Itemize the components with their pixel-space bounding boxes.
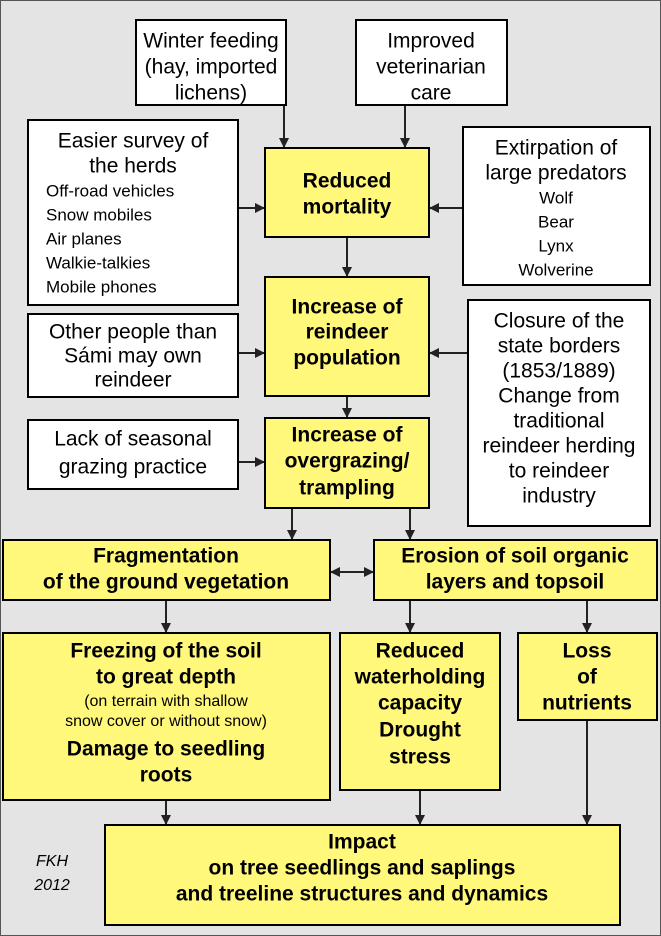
box-text: Walkie-talkies [46,253,150,272]
box-text: 2012 [33,877,70,894]
box-text: layers and topsoil [426,571,605,594]
box-text: grazing practice [59,456,207,479]
box-text: Increase of [292,296,404,319]
boxes [2,19,658,926]
box-text: Easier survey of [58,130,209,153]
box-text: Reduced [303,170,392,193]
box-text: lichens) [175,82,247,105]
box-text: Sámi may own [64,345,202,368]
box-text: Other people than [49,321,217,344]
box-text: traditional [513,410,604,433]
box-text: veterinarian [376,56,486,79]
arrows [161,105,592,825]
box-text: the herds [89,155,177,178]
box-text: Off-road vehicles [46,181,174,200]
box-text: snow cover or without snow) [65,713,267,730]
box-text: (1853/1889) [502,360,615,383]
box-text: stress [389,746,451,769]
box-text: Freezing of the soil [70,640,261,663]
box-text: capacity [378,692,462,715]
box-text: reindeer [306,321,389,344]
box-text: care [411,82,452,105]
box-text: trampling [299,477,395,500]
box-text: mortality [303,196,392,219]
box-text: large predators [485,162,626,185]
box-text: Damage to seedling [67,738,265,761]
box-text: Extirpation of [495,137,618,160]
box-text: Impact [328,831,396,854]
box-text: Improved [387,30,475,53]
box-text: on tree seedlings and saplings [209,857,516,880]
box-text: of [577,666,598,689]
box-text: Wolverine [518,260,593,279]
box-text: Wolf [539,188,573,207]
box-text: Lack of seasonal [54,428,212,451]
box-text: reindeer [94,369,171,392]
box-text: state borders [498,335,621,358]
box-text: Change from [498,385,619,408]
box-text: population [293,347,400,370]
box-text: Lynx [538,236,574,255]
box-text: Erosion of soil organic [401,545,629,568]
box-text: Increase of [292,424,404,447]
box-text: FKH [36,853,68,870]
box-text: roots [140,764,193,787]
box-text: to great depth [96,666,236,689]
labels: Winter feeding (hay, imported lichens) Impr… [33,30,635,906]
box-text: Closure of the [494,310,625,333]
box-text: reindeer herding [483,435,636,458]
box-text: Snow mobiles [46,205,152,224]
box-text: Loss [562,640,611,663]
box-text: (on terrain with shallow [84,693,248,710]
box-text: waterholding [354,666,486,689]
box-text: Drought [379,719,461,742]
box-text: Reduced [376,640,465,663]
box-text: and treeline structures and dynamics [176,883,548,906]
box-text: of the ground vegetation [43,571,289,594]
box-text: nutrients [542,692,632,715]
box-text: Air planes [46,229,122,248]
box-text: overgrazing/ [285,450,410,473]
box-text: Mobile phones [46,277,157,296]
box-text: to reindeer [509,460,609,483]
box-text: Fragmentation [93,545,239,568]
box-text: Bear [538,212,574,231]
box-text: (hay, imported [145,56,278,79]
box-text: industry [522,485,596,508]
box-text: Winter feeding [143,30,278,53]
